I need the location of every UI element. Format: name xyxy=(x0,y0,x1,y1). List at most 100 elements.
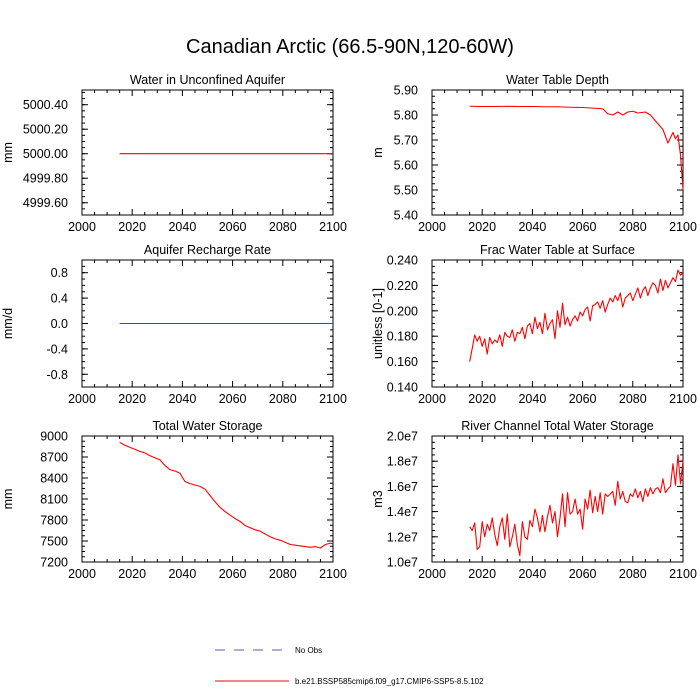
y-tick-label: 0.200 xyxy=(387,304,418,318)
x-tick-label: 2060 xyxy=(219,392,247,406)
plot-frame xyxy=(431,435,684,563)
y-tick-label: 5.90 xyxy=(394,84,418,98)
x-tick-label: 2080 xyxy=(269,567,297,581)
x-tick-label: 2080 xyxy=(619,392,647,406)
x-tick-label: 2020 xyxy=(118,220,146,234)
chart-panel-1: Water in Unconfined Aquifer mm 2000 2020 204… xyxy=(1,73,347,234)
y-tick-label: 5.40 xyxy=(394,209,418,223)
y-tick-label: 5000.40 xyxy=(23,98,68,112)
y-tick-label: -0.4 xyxy=(46,342,68,356)
plot-frame xyxy=(431,89,684,216)
series-line xyxy=(469,105,684,191)
y-axis-label: m xyxy=(371,147,385,157)
y-tick-label: 5000.00 xyxy=(23,147,68,161)
y-tick-label: 9000 xyxy=(40,430,68,444)
series-line xyxy=(119,441,334,549)
x-tick-label: 2100 xyxy=(669,220,697,234)
x-tick-label: 2000 xyxy=(68,567,96,581)
x-tick-label: 2020 xyxy=(468,220,496,234)
x-tick-label: 2000 xyxy=(418,567,446,581)
y-tick-label: 5.50 xyxy=(394,184,418,198)
y-tick-label: 0.0 xyxy=(51,317,68,331)
y-axis-label: mm/d xyxy=(1,308,15,339)
y-tick-label: 0.180 xyxy=(387,330,418,344)
chart-title: Water in Unconfined Aquifer xyxy=(130,73,285,87)
x-tick-label: 2080 xyxy=(619,220,647,234)
chart-title: Total Water Storage xyxy=(152,419,262,433)
x-tick-label: 2100 xyxy=(669,567,697,581)
series-line xyxy=(469,454,684,557)
x-tick-label: 2100 xyxy=(319,567,347,581)
y-tick-label: 5.80 xyxy=(394,109,418,123)
x-tick-label: 2100 xyxy=(669,392,697,406)
y-tick-label: 8100 xyxy=(40,493,68,507)
x-tick-label: 2080 xyxy=(269,220,297,234)
x-tick-label: 2040 xyxy=(518,567,546,581)
x-tick-label: 2080 xyxy=(619,567,647,581)
x-tick-label: 2060 xyxy=(569,567,597,581)
x-tick-label: 2040 xyxy=(168,567,196,581)
x-tick-label: 2000 xyxy=(418,392,446,406)
x-tick-label: 2040 xyxy=(168,220,196,234)
chart-panel-6: River Channel Total Water Storage m3 2000 2… xyxy=(371,419,697,581)
x-tick-label: 2000 xyxy=(68,392,96,406)
x-tick-label: 2040 xyxy=(518,220,546,234)
chart-panel-3: Aquifer Recharge Rate mm/d 2000 2020 2040 206… xyxy=(1,243,347,406)
x-tick-label: 2000 xyxy=(418,220,446,234)
x-tick-label: 2020 xyxy=(118,567,146,581)
plot-frame xyxy=(431,259,684,388)
y-tick-label: 7500 xyxy=(40,535,68,549)
legend: No Obs b.e21.BSSP585cmip6.f09_g17.CMIP6-S… xyxy=(215,646,484,686)
figure-title: Canadian Arctic (66.5-90N,120-60W) xyxy=(186,36,514,58)
y-axis-label: mm xyxy=(1,489,15,510)
y-tick-label: 7200 xyxy=(40,556,68,570)
y-tick-label: 0.8 xyxy=(51,266,68,280)
chart-panel-5: Total Water Storage mm 2000 2020 2040 2060 208… xyxy=(1,419,347,581)
y-tick-label: 1.0e7 xyxy=(387,556,418,570)
plot-frame xyxy=(81,89,334,216)
y-axis-label: unitless [0-1] xyxy=(371,288,385,359)
chart-title: River Channel Total Water Storage xyxy=(461,419,654,433)
y-tick-label: 7800 xyxy=(40,514,68,528)
chart-title: Aquifer Recharge Rate xyxy=(144,243,271,257)
y-tick-label: 1.2e7 xyxy=(387,530,418,544)
y-axis-label: mm xyxy=(1,142,15,163)
y-tick-label: 1.6e7 xyxy=(387,480,418,494)
x-tick-label: 2100 xyxy=(319,220,347,234)
x-tick-label: 2020 xyxy=(468,567,496,581)
x-tick-label: 2060 xyxy=(219,220,247,234)
legend-label-no-obs: No Obs xyxy=(295,646,322,655)
x-tick-label: 2020 xyxy=(468,392,496,406)
y-tick-label: 5000.20 xyxy=(23,123,68,137)
chart-panel-2: Water Table Depth m 2000 2020 2040 2060 2080 21… xyxy=(371,73,697,234)
y-tick-label: 0.140 xyxy=(387,381,418,395)
chart-panel-4: Frac Water Table at Surface unitless [0-1… xyxy=(371,243,697,406)
y-tick-label: 8400 xyxy=(40,472,68,486)
y-tick-label: 5.60 xyxy=(394,159,418,173)
y-tick-label: 5.70 xyxy=(394,134,418,148)
legend-label-model: b.e21.BSSP585cmip6.f09_g17.CMIP6-SSP5-8.… xyxy=(295,677,484,686)
y-tick-label: 0.4 xyxy=(51,292,68,306)
y-tick-label: 4999.60 xyxy=(23,196,68,210)
y-tick-label: 1.8e7 xyxy=(387,455,418,469)
x-tick-label: 2080 xyxy=(269,392,297,406)
y-tick-label: 0.160 xyxy=(387,355,418,369)
x-tick-label: 2060 xyxy=(569,392,597,406)
chart-title: Frac Water Table at Surface xyxy=(480,243,635,257)
y-tick-label: -0.8 xyxy=(46,368,68,382)
x-tick-label: 2060 xyxy=(219,567,247,581)
chart-title: Water Table Depth xyxy=(506,73,609,87)
x-tick-label: 2000 xyxy=(68,220,96,234)
x-tick-label: 2060 xyxy=(569,220,597,234)
plot-frame xyxy=(81,435,334,563)
y-axis-label: m3 xyxy=(371,490,385,507)
y-tick-label: 1.4e7 xyxy=(387,505,418,519)
y-tick-label: 4999.80 xyxy=(23,172,68,186)
series-line xyxy=(469,269,684,362)
x-tick-label: 2020 xyxy=(118,392,146,406)
x-tick-label: 2040 xyxy=(168,392,196,406)
y-tick-label: 2.0e7 xyxy=(387,430,418,444)
y-tick-label: 0.240 xyxy=(387,254,418,268)
